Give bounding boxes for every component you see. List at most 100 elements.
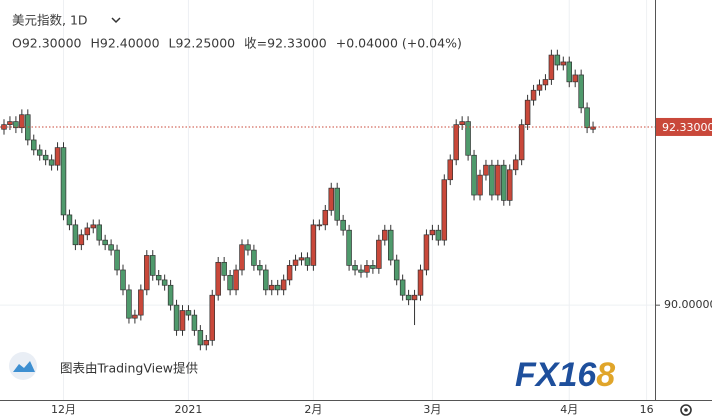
candle-body	[405, 294, 412, 301]
candle-body	[358, 269, 364, 273]
settings-icon[interactable]	[680, 404, 692, 416]
candle-body	[48, 159, 55, 166]
candle-body	[167, 284, 174, 306]
ohlc-value: O92.30000	[12, 36, 82, 51]
candle-body	[269, 284, 275, 291]
ohlc-value: L92.25000	[169, 36, 236, 51]
watermark: 图表由TradingView提供	[60, 361, 198, 376]
ohlc-value: +0.04000 (+0.04%)	[336, 36, 462, 51]
candle-body	[161, 279, 168, 286]
x-tick-label: 16	[640, 403, 654, 416]
candle-body	[512, 159, 519, 171]
candle-body	[78, 234, 85, 246]
candle-body	[13, 121, 19, 129]
candle-body	[471, 154, 477, 196]
candle-body	[530, 89, 537, 101]
candle-body	[144, 255, 150, 291]
ohlc-value: 收=92.33000	[244, 36, 327, 51]
candle-body	[155, 274, 162, 281]
candle-body	[393, 259, 400, 281]
dropdown-chevron[interactable]	[111, 17, 121, 24]
candle-body	[233, 269, 239, 291]
candle-body	[453, 124, 459, 161]
candle-body	[388, 229, 394, 261]
candle-body	[417, 269, 424, 296]
candle-body	[263, 269, 269, 291]
candle-body	[19, 114, 25, 129]
candle-body	[179, 310, 186, 331]
candle-body	[584, 107, 590, 129]
candle-body	[108, 244, 114, 251]
candle-body	[60, 147, 67, 216]
candle-body	[441, 179, 448, 241]
candle-body	[132, 314, 138, 319]
tradingview-badge: 图表由TradingView提供	[9, 352, 198, 380]
x-tick-label: 3月	[423, 403, 441, 416]
candle-body	[590, 126, 596, 130]
candle-body	[435, 229, 442, 241]
candle-body	[399, 279, 406, 296]
candle-body	[310, 224, 317, 266]
candle-body	[280, 279, 287, 291]
candle-body	[150, 255, 156, 276]
candle-body	[459, 121, 465, 126]
symbol-title: 美元指数, 1D	[12, 13, 88, 28]
candle-body	[72, 224, 79, 246]
candle-body	[352, 265, 358, 271]
candle-body	[524, 99, 531, 126]
candle-body	[96, 224, 102, 241]
candle-body	[114, 249, 120, 271]
candle-body	[495, 164, 501, 196]
candle-body	[411, 294, 418, 301]
candle-body	[209, 294, 216, 341]
gear-center[interactable]	[684, 408, 688, 412]
candle-body	[423, 234, 430, 271]
candle-body	[191, 314, 198, 331]
candle-body	[126, 289, 132, 319]
candle-body	[292, 259, 299, 266]
candle-body	[173, 304, 180, 331]
candle-body	[7, 121, 13, 126]
last-price-box	[656, 117, 712, 136]
candle-body	[36, 149, 43, 156]
candle-body	[227, 274, 233, 291]
x-tick-label: 12月	[51, 403, 76, 416]
candle-body	[138, 289, 144, 316]
candle-body	[298, 257, 305, 261]
gear[interactable]	[680, 404, 692, 416]
y-tick-label: 90.00000	[664, 298, 712, 311]
candle-body	[501, 164, 507, 201]
candle-body	[507, 169, 513, 201]
candle-body	[84, 227, 91, 236]
candle-body	[54, 147, 61, 166]
candle-body	[542, 79, 549, 86]
candle-body	[286, 265, 293, 281]
candle-body	[578, 74, 584, 109]
candle-body	[370, 265, 376, 269]
x-tick-label: 4月	[560, 403, 578, 416]
candle-body	[31, 139, 37, 151]
candle-body	[483, 164, 489, 176]
candle-body	[316, 224, 323, 227]
candle-body	[66, 214, 73, 226]
candle-body	[536, 84, 543, 91]
candle-body	[120, 269, 126, 291]
candle-body	[90, 224, 96, 229]
candle-body	[304, 257, 311, 266]
candle-body	[364, 265, 370, 273]
candle-body	[554, 54, 561, 66]
candle-body	[489, 164, 495, 196]
candle-body	[429, 229, 436, 236]
candle-body	[274, 284, 281, 291]
candle-body	[382, 229, 388, 241]
candle-body	[560, 61, 567, 66]
last-price-label: 92.33000	[662, 121, 712, 134]
candle-body	[102, 239, 108, 246]
x-tick-label: 2021	[174, 403, 202, 416]
badge-icon	[13, 361, 35, 372]
candle-body	[346, 229, 352, 266]
candle-body	[185, 310, 192, 316]
candle-body	[477, 174, 483, 196]
